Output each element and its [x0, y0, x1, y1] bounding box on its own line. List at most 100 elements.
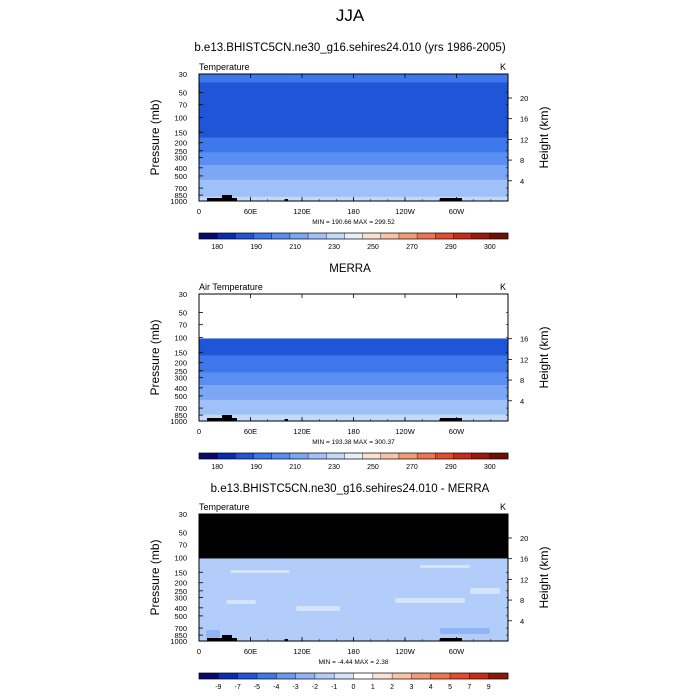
y2-tick-label: 4 — [520, 617, 524, 626]
colorbar-label: 230 — [328, 464, 340, 471]
y-axis-title: Pressure (mb) — [148, 99, 162, 175]
unit-label: K — [500, 282, 506, 292]
contour-band — [199, 192, 508, 196]
contour-band — [199, 393, 508, 397]
topography-mask — [285, 419, 288, 421]
colorbar-swatch — [235, 453, 254, 459]
contour-band — [199, 137, 508, 141]
colorbar-swatch — [453, 453, 472, 459]
colorbar-label: 290 — [445, 244, 457, 251]
y-tick-label: 70 — [179, 541, 187, 550]
y-tick-label: 200 — [174, 359, 187, 368]
contour-band — [199, 605, 508, 608]
contour-band — [199, 380, 508, 384]
y-tick-label: 70 — [179, 321, 187, 330]
y-axis-title: Pressure (mb) — [148, 319, 162, 395]
colorbar-label: -3 — [292, 684, 298, 691]
contour-band — [199, 342, 508, 346]
colorbar-label: 180 — [211, 464, 223, 471]
colorbar-swatch — [253, 453, 273, 459]
contour-band — [199, 404, 508, 407]
contour-band — [199, 634, 508, 638]
colorbar-swatch — [398, 453, 418, 459]
topography-mask — [440, 418, 462, 421]
contour-band — [199, 167, 508, 170]
y-tick-label: 150 — [174, 128, 187, 137]
colorbar-swatch — [353, 673, 374, 679]
contour-band — [199, 156, 508, 160]
min-max-stats: MIN = 193.38 MAX = 300.37 — [312, 439, 395, 446]
contour-band — [199, 569, 508, 572]
contour-band — [199, 150, 508, 153]
contour-band — [199, 99, 508, 103]
contour-band — [199, 351, 508, 354]
colorbar-swatch — [417, 453, 436, 459]
colorbar-swatch — [469, 673, 489, 679]
contour-band — [199, 611, 508, 615]
contour-band — [199, 359, 508, 363]
x-tick-label: 120E — [293, 427, 311, 436]
missing-band — [199, 537, 508, 540]
contour-band — [199, 594, 508, 598]
panel-1-title: b.e13.BHISTC5CN.ne30_g16.sehires24.010 (… — [194, 42, 506, 54]
contour-band — [199, 395, 508, 399]
colorbar-swatch — [450, 673, 470, 679]
colorbar-swatch — [308, 453, 327, 459]
contour-band — [199, 397, 508, 401]
contour-band — [199, 389, 508, 392]
y-tick-label: 250 — [174, 147, 187, 156]
contour-band — [199, 133, 508, 136]
colorbar-frame — [198, 452, 509, 460]
contour-band — [199, 107, 508, 111]
diff-patch — [420, 565, 470, 568]
x-tick-label: 0 — [197, 427, 201, 436]
x-tick-label: 120W — [395, 207, 416, 216]
contour-band — [199, 628, 508, 632]
contour-band — [199, 139, 508, 143]
diff-patch — [230, 570, 290, 573]
y-tick-label: 400 — [174, 164, 187, 173]
colorbar-swatch — [435, 233, 454, 239]
y-tick-label: 500 — [174, 392, 187, 401]
variable-label: Temperature — [199, 502, 250, 512]
colorbar-swatch — [344, 233, 363, 239]
contour-band — [199, 615, 508, 619]
y-tick-label: 100 — [174, 114, 187, 123]
x-tick-label: 60E — [244, 647, 257, 656]
y2-axis-title: Height (km) — [537, 326, 551, 388]
contour-band — [199, 581, 508, 585]
y-tick-label: 700 — [174, 184, 187, 193]
contour-band — [199, 598, 508, 602]
contour-band — [199, 152, 508, 156]
contour-band — [199, 338, 508, 342]
colorbar-label: 300 — [484, 244, 496, 251]
contour-band — [199, 378, 508, 382]
missing-band — [199, 535, 508, 538]
colorbar-swatch — [417, 233, 436, 239]
colorbar-label: 250 — [367, 464, 379, 471]
contour-band — [199, 399, 508, 403]
min-max-stats: MIN = 190.66 MAX = 299.52 — [312, 219, 395, 226]
colorbar-label: -5 — [254, 684, 260, 691]
colorbar-frame — [198, 232, 509, 240]
contour-band — [199, 412, 508, 416]
y2-tick-label: 8 — [520, 156, 524, 165]
contour-band — [199, 365, 508, 369]
y-tick-label: 1000 — [170, 417, 187, 426]
x-tick-label: 120E — [293, 207, 311, 216]
contour-band — [199, 368, 508, 371]
colorbar-label: 9 — [487, 684, 491, 691]
y2-tick-label: 8 — [520, 376, 524, 385]
contour-band — [199, 577, 508, 581]
contour-band — [199, 118, 508, 122]
colorbar-swatch — [289, 233, 309, 239]
diff-patch — [296, 606, 340, 611]
colorbar-label: 190 — [250, 244, 262, 251]
contour-band — [199, 609, 508, 612]
y-tick-label: 300 — [174, 593, 187, 602]
y-tick-label: 850 — [174, 411, 187, 420]
contour-band — [199, 145, 508, 149]
colorbar-label: 300 — [484, 464, 496, 471]
contour-band — [199, 387, 508, 390]
contour-band — [199, 129, 508, 132]
